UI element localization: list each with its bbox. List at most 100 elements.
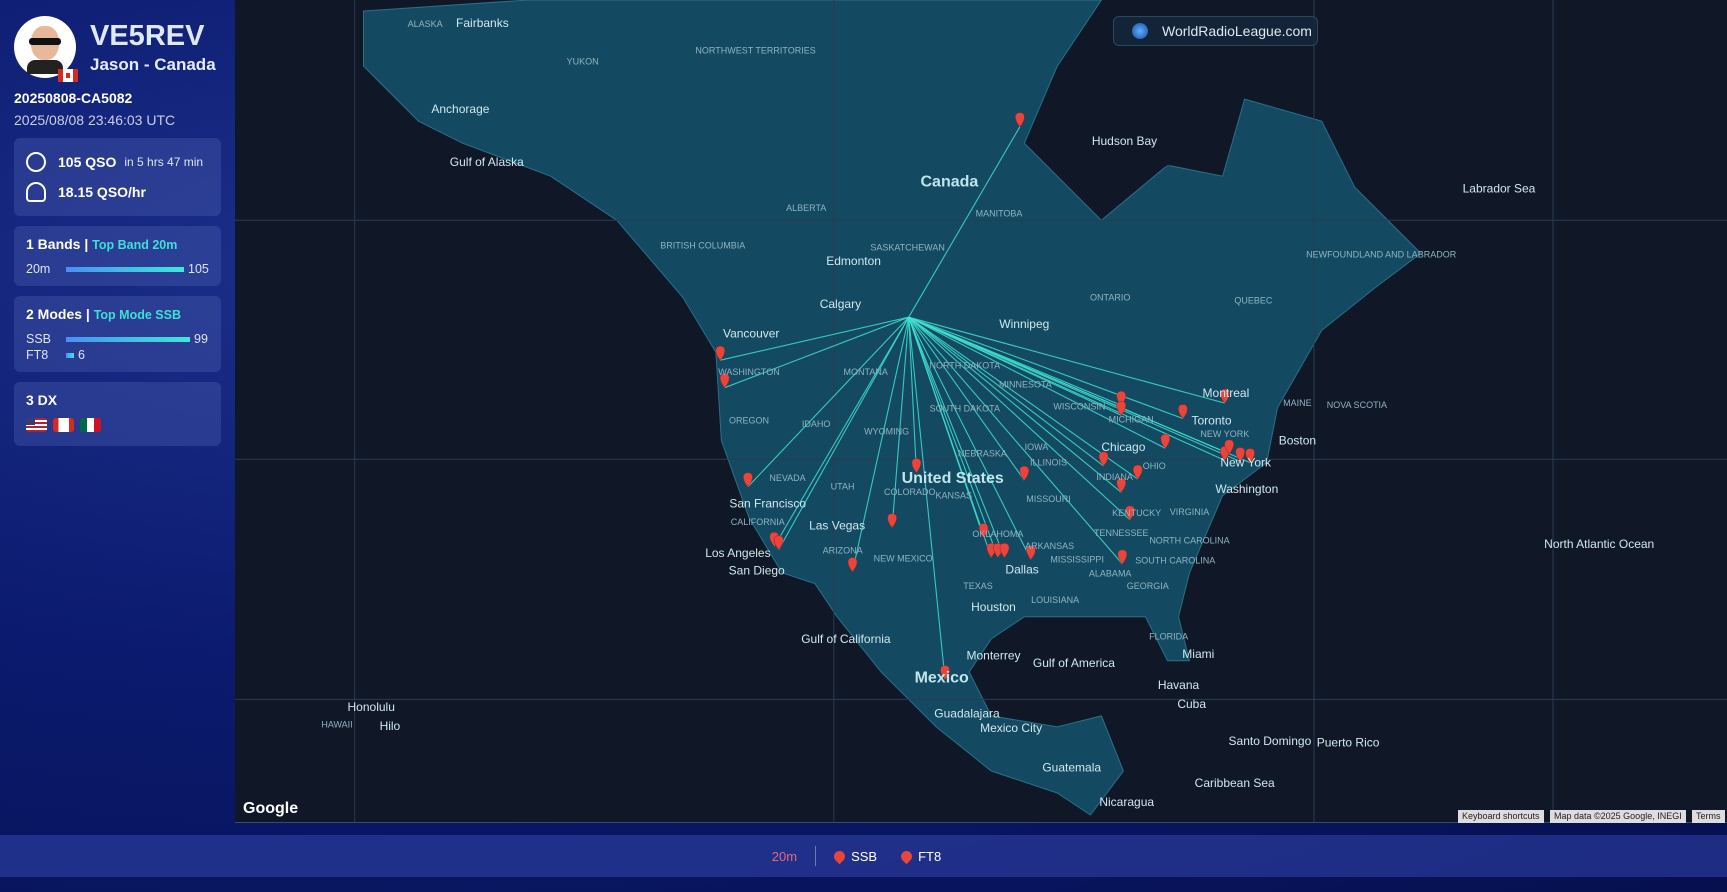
qso-marker-icon — [847, 557, 858, 572]
map-label: NEVADA — [769, 473, 805, 483]
qso-marker-icon — [1220, 388, 1230, 404]
map-label: SASKATCHEWAN — [870, 243, 945, 253]
map-label: LOUISIANA — [1031, 595, 1079, 605]
divider — [815, 846, 817, 866]
legend-ssb[interactable]: SSB — [831, 848, 877, 864]
qso-marker-icon — [1132, 464, 1143, 480]
mode-label: FT8 — [26, 348, 49, 362]
qso-marker-icon — [773, 535, 784, 550]
band-row: 20m 105 — [26, 262, 209, 276]
log-id: 20250808-CA5082 — [14, 90, 133, 106]
qso-map[interactable]: Canada United States Mexico ALASKA Fairbanks… — [235, 0, 1727, 823]
map-label: Havana — [1158, 678, 1200, 692]
qso-marker-icon — [1015, 112, 1025, 128]
map-label: WASHINGTON — [718, 367, 780, 377]
map-label: Caribbean Sea — [1195, 776, 1275, 790]
map-label: VIRGINIA — [1170, 507, 1210, 517]
qso-marker-icon — [719, 373, 730, 389]
legend-label: FT8 — [918, 848, 942, 864]
map-label: QUEBEC — [1234, 296, 1273, 306]
qso-path-line — [908, 316, 1226, 461]
map-label: NORTHWEST TERRITORIES — [695, 46, 815, 56]
map-label: MISSOURI — [1026, 494, 1071, 504]
qso-marker-icon — [1224, 439, 1234, 455]
map-label: BRITISH COLUMBIA — [660, 241, 745, 251]
qso-marker-icon — [1098, 451, 1109, 467]
country-label: United States — [902, 470, 1004, 487]
qso-path-line — [908, 316, 1251, 464]
us-flag-icon — [26, 418, 47, 432]
brand-badge[interactable]: WorldRadioLeague.com — [1113, 16, 1318, 46]
qso-marker-icon — [887, 513, 897, 528]
map-label: Calgary — [820, 297, 861, 311]
map-label: GEORGIA — [1127, 581, 1169, 591]
map-label: Monterrey — [966, 648, 1020, 662]
country-label: Mexico — [915, 669, 969, 686]
qso-marker-icon — [1019, 465, 1030, 481]
qso-marker-icon — [1117, 549, 1128, 565]
map-canvas[interactable]: Canada United States Mexico ALASKA Fairbanks… — [235, 0, 1727, 823]
qso-path-line — [908, 316, 1025, 481]
map-label: MINNESOTA — [999, 379, 1052, 389]
qso-stats-card: 105 QSO in 5 hrs 47 min 18.15 QSO/hr — [14, 138, 221, 216]
qso-path-line — [908, 316, 1139, 480]
map-label: Honolulu — [348, 700, 395, 714]
map-label: NEBRASKA — [958, 449, 1007, 459]
band-label: 20m — [26, 262, 51, 276]
map-label: Toronto — [1191, 414, 1231, 428]
qso-path-line — [908, 317, 992, 558]
map-label: FLORIDA — [1149, 632, 1188, 642]
qso-path-line — [851, 317, 910, 572]
qso-marker-icon — [715, 345, 726, 361]
terms-link[interactable]: Terms — [1692, 810, 1725, 823]
country-label: Canada — [921, 174, 979, 191]
map-data-attribution: Map data ©2025 Google, INEGI — [1550, 810, 1686, 823]
top-mode: Top Mode SSB — [93, 308, 181, 322]
map-label: YUKON — [567, 57, 599, 67]
duration: in 5 hrs 47 min — [124, 155, 204, 169]
map-label: ILLINOIS — [1030, 458, 1067, 468]
map-label: Gulf of California — [801, 632, 891, 646]
band-bar — [66, 266, 184, 272]
brand-text: WorldRadioLeague.com — [1162, 23, 1312, 39]
google-logo: Google — [243, 800, 299, 817]
map-label: MONTANA — [844, 367, 888, 377]
map-label: UTAH — [831, 482, 855, 492]
mode-label: SSB — [26, 332, 52, 346]
qso-path-line — [908, 316, 1166, 449]
top-band: Top Band 20m — [92, 238, 178, 252]
map-label: MISSISSIPPI — [1050, 554, 1104, 564]
qso-count: 105 QSO — [58, 154, 117, 170]
map-label: ALABAMA — [1089, 569, 1132, 579]
map-label: Cuba — [1177, 697, 1206, 711]
map-label: ONTARIO — [1090, 292, 1130, 302]
mode-row: SSB 99 — [26, 332, 209, 346]
map-label: CALIFORNIA — [731, 517, 785, 527]
legend-ft8[interactable]: FT8 — [898, 848, 942, 864]
legend-band[interactable]: 20m — [771, 848, 798, 864]
band-value: 105 — [188, 262, 209, 276]
wrl-globe-icon — [1132, 23, 1148, 39]
map-label: HAWAII — [321, 720, 352, 730]
qso-path-line — [773, 316, 910, 547]
qso-path-line — [908, 316, 1131, 521]
map-label: North Atlantic Ocean — [1544, 537, 1654, 551]
dx-title: 3 DX — [26, 392, 58, 408]
qso-path-line — [908, 317, 999, 558]
keyboard-shortcuts-link[interactable]: Keyboard shortcuts — [1458, 810, 1544, 823]
map-label: Miami — [1182, 647, 1214, 661]
map-label: ALASKA — [408, 19, 443, 29]
qso-path-line — [908, 316, 1122, 493]
qso-marker-icon — [1116, 478, 1126, 493]
qso-marker-icon — [978, 523, 989, 538]
map-label: Winnipeg — [999, 317, 1049, 331]
profile-header: VE5REV Jason - Canada — [14, 16, 221, 82]
qso-marker-icon — [1160, 434, 1171, 449]
map-label: MAINE — [1283, 398, 1312, 408]
qso-path-line — [908, 316, 1006, 558]
map-label: INDIANA — [1096, 472, 1133, 482]
qso-path-line — [908, 316, 1104, 467]
map-label: Dallas — [1005, 562, 1038, 576]
hudson-bay — [1057, 66, 1201, 199]
canada-flag-icon — [58, 69, 78, 82]
